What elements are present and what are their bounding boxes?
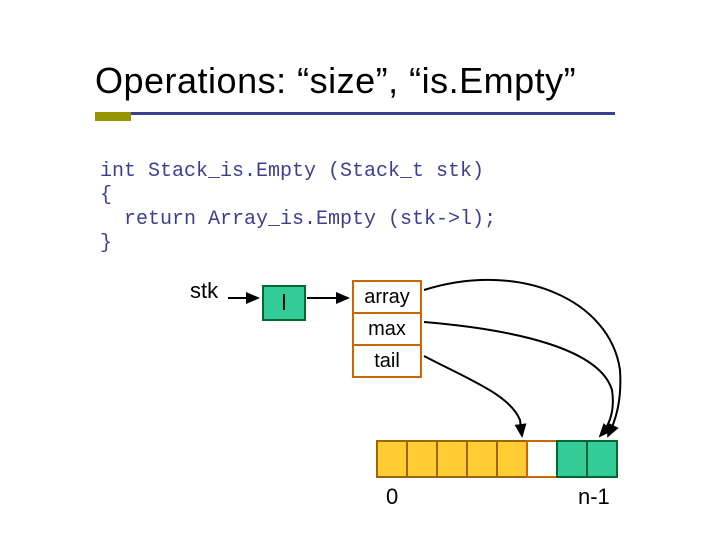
array-cell <box>466 440 498 478</box>
index-zero-label: 0 <box>386 484 398 510</box>
array-cell <box>496 440 528 478</box>
arrow <box>424 322 613 436</box>
array-cell <box>526 440 558 478</box>
array-cell <box>586 440 618 478</box>
arrow <box>424 356 522 436</box>
arrow <box>424 280 620 436</box>
l-box: l <box>262 285 306 321</box>
field-box: tail <box>352 344 422 378</box>
field-box: array <box>352 280 422 314</box>
array-cell <box>376 440 408 478</box>
slide: Operations: “size”, “is.Empty” int Stack… <box>0 0 720 540</box>
slide-title: Operations: “size”, “is.Empty” <box>95 60 576 102</box>
array-cell <box>556 440 588 478</box>
code-block: int Stack_is.Empty (Stack_t stk) { retur… <box>100 160 496 256</box>
field-box: max <box>352 312 422 346</box>
title-underline <box>95 112 615 115</box>
array-cell <box>436 440 468 478</box>
index-nminus1-label: n-1 <box>578 484 610 510</box>
stk-label: stk <box>190 278 218 304</box>
title-accent <box>95 112 131 121</box>
l-box-label: l <box>282 290 287 315</box>
array-cell <box>406 440 438 478</box>
